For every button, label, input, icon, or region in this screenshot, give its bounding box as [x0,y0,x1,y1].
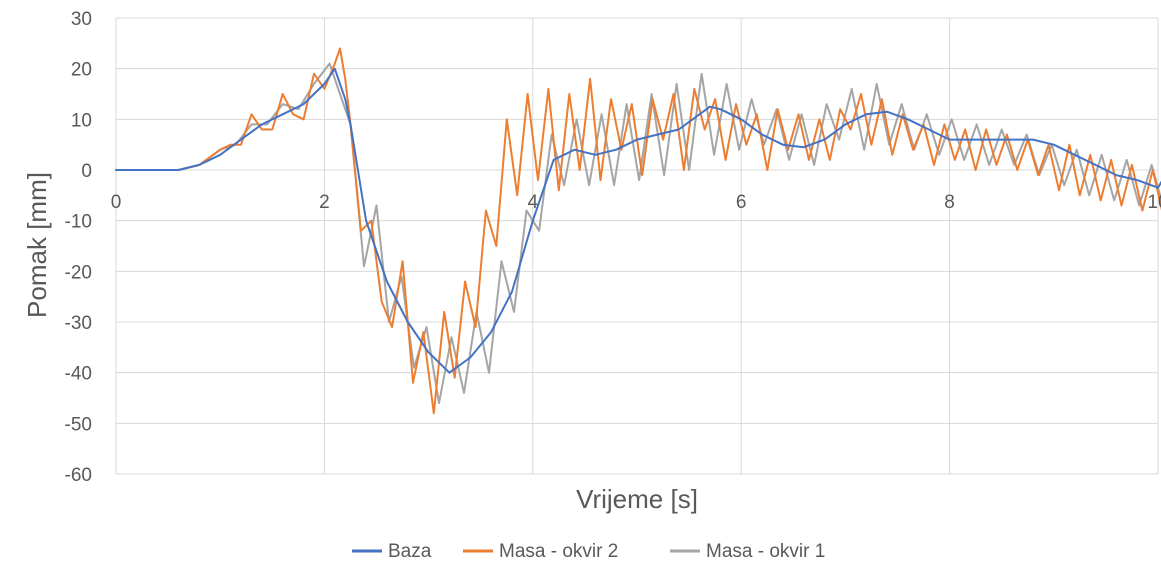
y-tick-labels: 30 20 10 0 -10 -20 -30 -40 -50 -60 [65,9,92,486]
y-tick-label: 10 [71,110,92,131]
y-tick-label: -60 [65,465,92,486]
x-tick-label: 10 [1147,192,1161,213]
series-line-masa-okvir-2 [115,47,1161,415]
y-tick-label: -40 [65,364,92,385]
y-tick-label: -10 [65,212,92,233]
x-tick-label: 2 [319,192,330,213]
legend-label: Masa - okvir 2 [499,541,618,562]
x-tick-label: 8 [944,192,955,213]
y-tick-label: -50 [65,414,92,435]
x-tick-label: 0 [111,192,122,213]
y-tick-label: 0 [81,161,92,182]
series-line-masa-okvir-1 [115,62,1161,405]
x-tick-labels: 0 2 4 6 8 10 [111,192,1161,213]
x-tick-label: 4 [528,192,539,213]
series-line-baza [115,67,1161,374]
gridlines [115,17,1159,475]
legend: Baza Masa - okvir 2 Masa - okvir 1 [352,541,825,562]
x-axis-title: Vrijeme [s] [576,484,698,514]
legend-label: Masa - okvir 1 [706,541,825,562]
y-axis-title: Pomak [mm] [22,172,52,318]
y-tick-label: -20 [65,262,92,283]
x-tick-label: 6 [736,192,747,213]
series-lines [115,47,1161,415]
y-tick-label: -30 [65,313,92,334]
y-tick-label: 30 [71,9,92,30]
legend-label: Baza [388,541,432,562]
y-tick-label: 20 [71,60,92,81]
